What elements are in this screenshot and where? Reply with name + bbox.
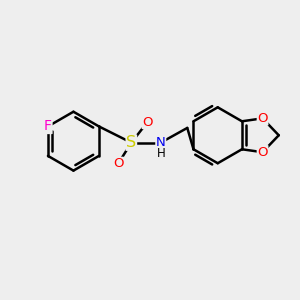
Text: F: F [44, 119, 52, 134]
Text: O: O [113, 157, 123, 170]
Text: O: O [142, 116, 153, 128]
Text: S: S [126, 135, 136, 150]
Text: O: O [257, 146, 268, 159]
Text: N: N [156, 136, 166, 149]
Text: O: O [257, 112, 268, 125]
Text: H: H [157, 147, 166, 160]
